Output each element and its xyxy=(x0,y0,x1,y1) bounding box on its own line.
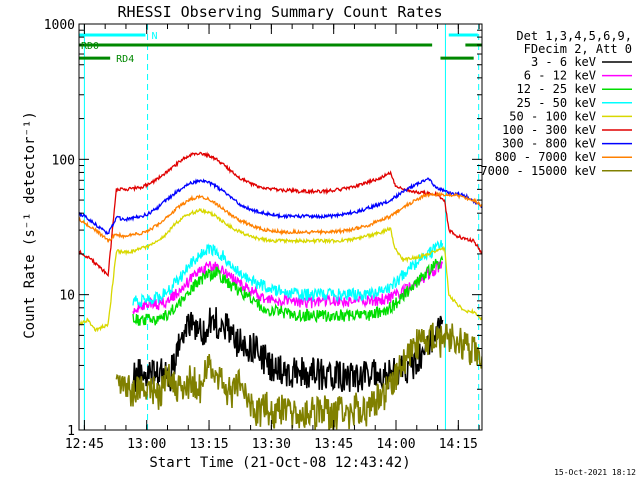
series-line xyxy=(115,322,482,430)
y-axis-label: Count Rate (s⁻¹ detector⁻¹) xyxy=(22,111,38,339)
legend-header-line-1: Det 1,3,4,5,6,9, xyxy=(516,29,632,43)
flag-label-rd4: RD4 xyxy=(116,54,134,65)
x-tick-label: 13:30 xyxy=(252,437,291,452)
legend-header-line-2: FDecim 2, Att 0 xyxy=(524,42,632,56)
x-tick-label: 13:45 xyxy=(314,437,353,452)
series-line xyxy=(132,260,444,314)
flag-label-n: N xyxy=(151,31,157,42)
legend-entry-label: 12 - 25 keV xyxy=(517,82,596,96)
series-line xyxy=(79,151,482,278)
series-line xyxy=(132,307,444,393)
legend-entry-label: 25 - 50 keV xyxy=(517,96,596,110)
legend-entry-label: 6 - 12 keV xyxy=(524,69,596,83)
x-axis-label: Start Time (21-Oct-08 12:43:42) xyxy=(149,455,410,471)
series-line xyxy=(79,177,482,236)
series-line xyxy=(132,239,444,308)
legend-entry-label: 7000 - 15000 keV xyxy=(480,164,596,178)
series-line xyxy=(79,191,482,243)
y-tick-label: 100 xyxy=(52,153,75,168)
legend-entry-label: 100 - 300 keV xyxy=(502,123,596,137)
y-tick-label: 1 xyxy=(67,424,75,439)
legend-entry-label: 300 - 800 keV xyxy=(502,137,596,151)
plot-frame xyxy=(78,23,483,431)
legend-entry-label: 50 - 100 keV xyxy=(509,109,596,123)
footer-timestamp: 15-Oct-2021 18:12 xyxy=(554,468,636,477)
chart-title: RHESSI Observing Summary Count Rates xyxy=(117,3,442,21)
y-tick-label: 10 xyxy=(59,289,75,304)
y-tick-label: 1000 xyxy=(44,18,75,33)
flag-label-rd0: RD0 xyxy=(81,41,99,52)
legend-entry-label: 800 - 7000 keV xyxy=(495,150,596,164)
x-tick-label: 14:15 xyxy=(439,437,478,452)
x-tick-label: 13:15 xyxy=(189,437,228,452)
legend: Det 1,3,4,5,6,9, FDecim 2, Att 0 3 - 6 k… xyxy=(480,29,632,178)
x-tick-label: 14:00 xyxy=(376,437,415,452)
x-tick-label: 13:00 xyxy=(127,437,166,452)
legend-entry-label: 3 - 6 keV xyxy=(531,55,596,69)
x-tick-label: 12:45 xyxy=(65,437,104,452)
series-line xyxy=(132,255,444,326)
series-line xyxy=(79,207,482,333)
